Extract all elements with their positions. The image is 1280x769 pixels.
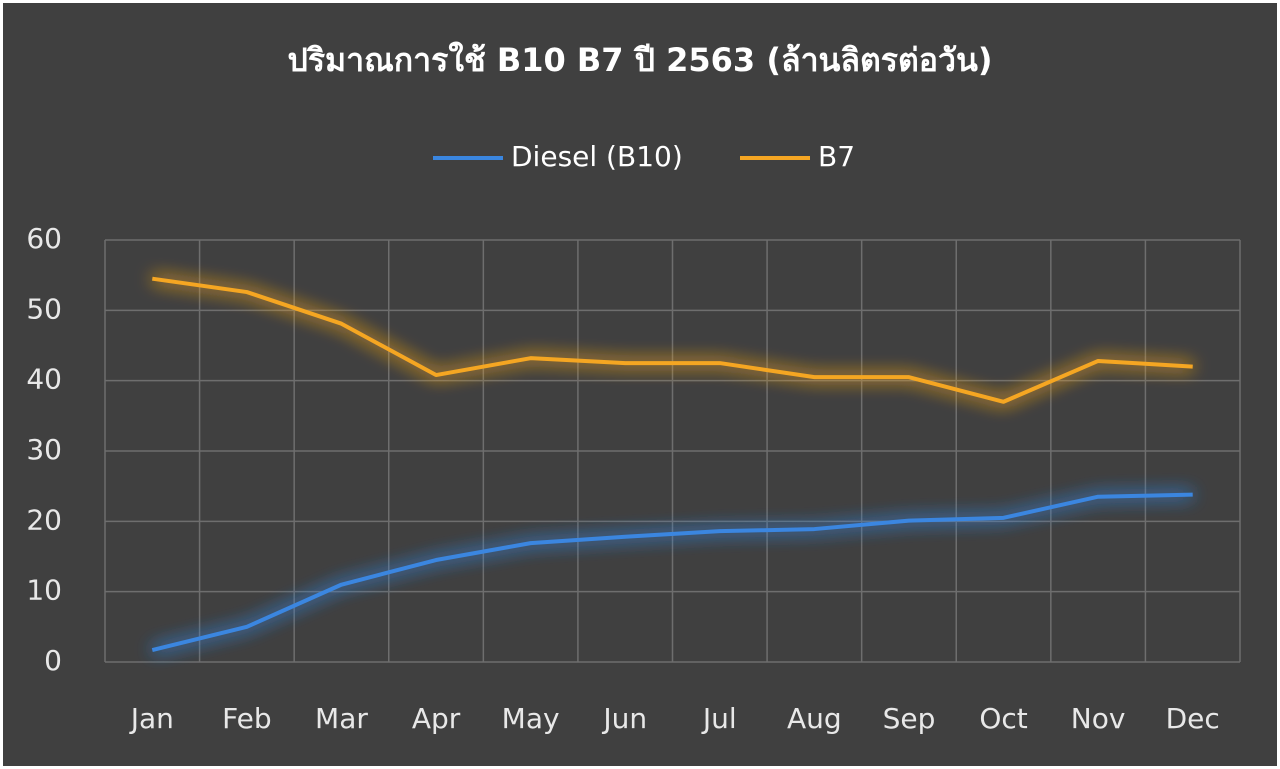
y-tick-label: 30 bbox=[26, 433, 62, 466]
x-tick-label: Feb bbox=[222, 702, 272, 735]
x-tick-label: May bbox=[502, 702, 560, 735]
x-tick-label: Mar bbox=[315, 702, 368, 735]
legend-label: B7 bbox=[818, 140, 855, 173]
x-tick-label: Jul bbox=[701, 702, 737, 735]
x-tick-label: Oct bbox=[979, 702, 1027, 735]
chart-title: ปริมาณการใช้ B10 B7 ปี 2563 (ล้านลิตรต่อ… bbox=[288, 41, 993, 79]
x-tick-label: Jun bbox=[601, 702, 647, 735]
x-tick-label: Aug bbox=[787, 702, 842, 735]
legend-label: Diesel (B10) bbox=[511, 140, 683, 173]
y-tick-label: 20 bbox=[26, 503, 62, 536]
x-tick-label: Sep bbox=[883, 702, 936, 735]
y-tick-label: 0 bbox=[44, 644, 62, 677]
series-line bbox=[151, 492, 1193, 652]
y-tick-label: 10 bbox=[26, 574, 62, 607]
y-tick-label: 50 bbox=[26, 292, 62, 325]
y-tick-label: 60 bbox=[26, 222, 62, 255]
x-tick-label: Dec bbox=[1166, 702, 1220, 735]
y-tick-label: 40 bbox=[26, 363, 62, 396]
chart-background bbox=[3, 3, 1277, 766]
x-tick-label: Nov bbox=[1071, 702, 1126, 735]
x-tick-label: Apr bbox=[412, 702, 461, 735]
x-tick-label: Jan bbox=[129, 702, 174, 735]
series-line bbox=[152, 276, 1193, 404]
